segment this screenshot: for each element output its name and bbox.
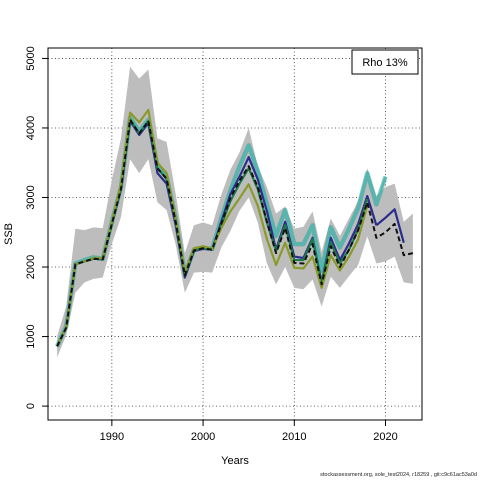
legend-text: Rho 13% (362, 57, 407, 69)
y-tick-label: 5000 (25, 46, 37, 70)
plot-frame (47, 47, 423, 421)
y-axis-title: SSB (3, 223, 15, 245)
series-line (375, 208, 405, 243)
confidence-band-layer (57, 66, 413, 358)
confidence-band (57, 66, 413, 358)
y-tick-label: 3000 (25, 185, 37, 209)
y-tick-label: 1000 (25, 324, 37, 348)
legend-box: Rho 13% (351, 49, 419, 75)
x-axis: 1990 2000 2010 2020 (100, 420, 398, 443)
y-axis: 0 1000 2000 3000 4000 5000 (25, 46, 48, 409)
x-axis-title: Years (221, 455, 249, 467)
series-layer (55, 108, 414, 348)
x-tick-label: 2000 (191, 431, 215, 443)
x-tick-label: 2010 (282, 431, 306, 443)
legend-frame (351, 49, 419, 75)
x-tick-label: 2020 (373, 431, 397, 443)
y-tick-label: 0 (25, 403, 37, 409)
y-tick-label: 4000 (25, 116, 37, 140)
y-tick-label: 2000 (25, 255, 37, 279)
x-tick-label: 1990 (100, 431, 124, 443)
footer-credit: stockassessment.org, sole_test2024, r182… (320, 472, 477, 478)
